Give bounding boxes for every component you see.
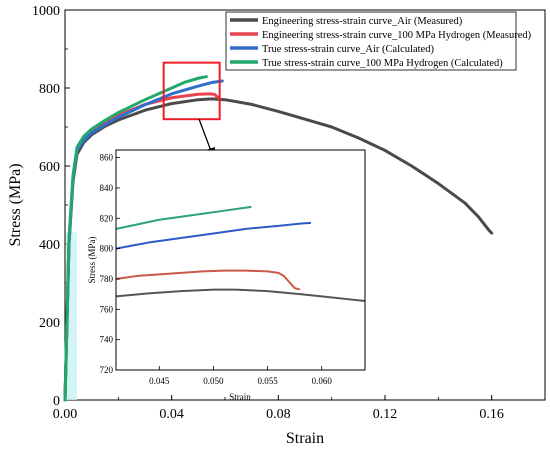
legend-label: True stress-strain curve_100 MPa Hydroge…	[262, 58, 503, 69]
inset-x-tick-label: 0.045	[149, 376, 170, 386]
x-axis-label: Strain	[286, 430, 324, 447]
inset-y-tick-label: 820	[100, 213, 114, 223]
legend-label: Engineering stress-strain curve_100 MPa …	[262, 30, 532, 41]
elastic-region-shade	[65, 232, 77, 400]
inset-y-tick-label: 740	[100, 335, 114, 345]
legend-frame	[225, 11, 517, 71]
x-tick-label: 0.08	[266, 407, 291, 422]
inset-y-tick-label: 760	[100, 304, 114, 314]
y-tick-label: 600	[39, 160, 60, 175]
inset-y-axis-label: Stress (MPa)	[87, 237, 97, 284]
legend-label: Engineering stress-strain curve_Air (Mea…	[262, 16, 463, 27]
series-line-3	[63, 75, 208, 402]
legend: Engineering stress-strain curve_Air (Mea…	[225, 11, 532, 71]
inset-series-line-1	[116, 269, 301, 291]
y-tick-label: 0	[53, 394, 60, 409]
inset-series-layer	[116, 205, 365, 302]
inset-x-tick-label: 0.060	[312, 376, 333, 386]
y-tick-label: 400	[39, 238, 60, 253]
legend-entry: Engineering stress-strain curve_100 MPa …	[230, 30, 532, 41]
y-tick-label: 200	[39, 316, 60, 331]
inset-y-tick-label: 720	[100, 365, 114, 375]
inset-x-tick-label: 0.050	[203, 376, 224, 386]
inset-y-tick-label: 860	[100, 153, 114, 163]
zoom-arrow-line	[198, 118, 212, 152]
inset-x-tick-label: 0.055	[257, 376, 278, 386]
x-tick-label: 0.00	[53, 407, 78, 422]
inset-series-line-2	[116, 221, 311, 250]
inset-plot-frame	[115, 149, 366, 371]
y-tick-label: 800	[39, 82, 60, 97]
inset-series-line-3	[116, 205, 252, 230]
y-tick-label: 1000	[32, 4, 60, 19]
y-axis-label: Stress (MPa)	[7, 163, 24, 246]
inset-plot-background	[116, 150, 365, 370]
x-tick-label: 0.04	[159, 407, 184, 422]
inset-y-tick-label: 800	[100, 244, 114, 254]
legend-label: True stress-strain curve_Air (Calculated…	[262, 44, 434, 55]
inset-series-line-0	[116, 288, 365, 302]
inset-axes: 0.045 0.050 0.055 0.060 720 740 760 780 800 820 84…	[100, 153, 333, 386]
inset-x-axis-label: Strain	[229, 392, 251, 402]
inset-y-tick-label: 840	[100, 183, 114, 193]
legend-entry: Engineering stress-strain curve_Air (Mea…	[230, 16, 463, 27]
legend-entry: True stress-strain curve_Air (Calculated…	[230, 44, 434, 55]
x-tick-label: 0.16	[479, 407, 504, 422]
x-tick-label: 0.12	[373, 407, 398, 422]
zoom-highlight-box	[162, 61, 221, 121]
inset-y-tick-label: 780	[100, 274, 114, 284]
legend-entry: True stress-strain curve_100 MPa Hydroge…	[230, 58, 503, 69]
main-series-layer	[63, 75, 494, 402]
